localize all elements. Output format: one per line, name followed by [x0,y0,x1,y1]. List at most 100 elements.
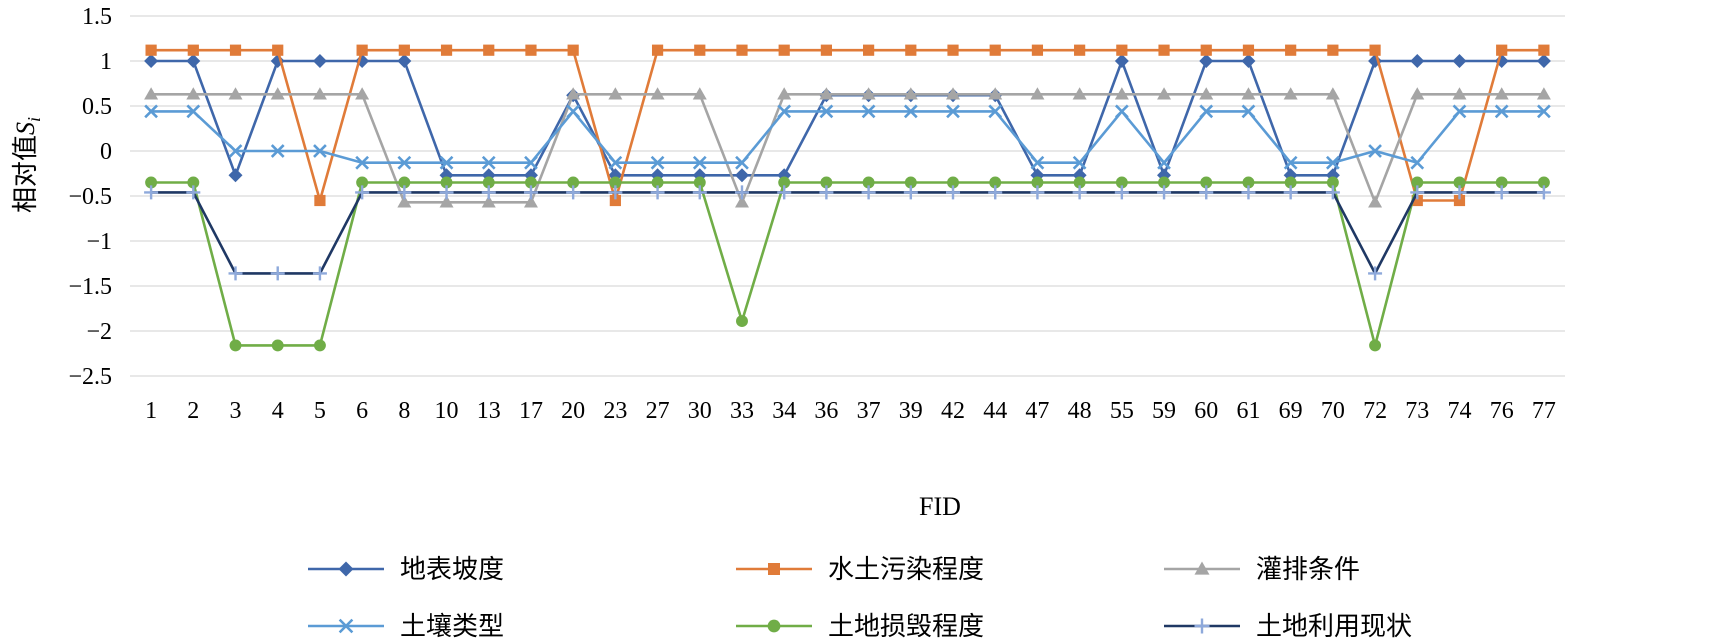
x-tick-label: 23 [603,398,627,424]
x-tick-label: 55 [1110,398,1134,424]
data-point [903,104,918,119]
data-point [1369,44,1381,56]
data-point [861,104,876,119]
data-point [1030,185,1045,200]
series-line [151,109,1544,165]
x-tick-label: 36 [814,398,838,424]
y-tick-label: −0.5 [68,184,112,210]
data-point [1200,44,1212,56]
data-point [1200,176,1213,189]
data-point [1072,185,1087,200]
data-point [820,44,832,56]
data-point [145,44,157,56]
gridlines [130,15,1565,377]
y-axis-title: 相对值Si [11,117,44,213]
data-point [523,185,538,200]
data-point [1241,104,1256,119]
data-point [525,176,537,189]
data-point [1241,185,1256,200]
data-point [1538,44,1550,56]
data-point [312,54,327,68]
data-point [1072,155,1087,170]
data-point [1242,44,1255,56]
data-point [609,176,622,189]
data-point [1368,144,1382,158]
data-point [356,44,368,56]
y-axis-title-symbol: S [11,122,40,135]
data-point [1496,44,1508,56]
data-point [186,185,201,200]
data-point [355,87,370,100]
data-point [186,87,201,100]
legend-label: 土壤类型 [400,612,504,642]
data-point [1114,185,1129,200]
data-point [145,176,158,189]
data-point [1031,176,1044,189]
data-point [187,44,199,56]
data-point [861,185,876,200]
data-point [481,155,496,170]
legend-item: 水土污染程度 [736,555,984,585]
data-point [1411,176,1424,189]
data-point [736,315,748,328]
data-point [481,185,496,200]
x-tick-label: 20 [561,398,585,424]
x-tick-label: 77 [1532,398,1556,424]
data-point [397,54,412,68]
data-point [567,44,579,56]
data-point [270,144,285,158]
data-point [228,144,243,158]
data-point [566,104,581,119]
data-point [144,54,159,68]
data-point [1158,176,1170,189]
data-point [819,87,834,100]
data-point [946,104,960,119]
data-point [1326,176,1339,189]
legend-marker [1194,618,1210,634]
data-point [1452,104,1467,119]
data-point [1536,185,1551,200]
data-point [734,168,749,183]
data-point [904,176,917,189]
data-point [398,176,411,189]
x-tick-label: 17 [519,398,543,424]
x-tick-label: 2 [187,398,199,424]
data-point [271,339,284,352]
data-point [1410,155,1425,170]
data-point [566,87,581,100]
series-2 [145,44,1550,207]
data-point [440,176,453,189]
data-point [608,155,623,170]
data-point [482,176,495,189]
data-point [736,44,748,56]
data-point [1074,44,1086,56]
data-point [651,176,664,189]
data-point [861,87,876,100]
data-point [270,87,285,100]
data-point [144,87,159,100]
data-point [1536,54,1551,68]
data-point [609,194,621,207]
data-point [439,195,454,208]
legend-item: 土地利用现状 [1164,612,1412,642]
data-point [777,185,792,200]
data-point [314,194,326,207]
data-point [1283,87,1298,100]
data-point [1114,54,1129,68]
data-point [903,87,918,100]
data-point [1325,87,1340,100]
data-point [1030,87,1045,100]
data-point [734,195,749,208]
data-point [1537,176,1550,189]
data-point [312,87,327,100]
data-point [819,104,834,119]
legend-label: 灌排条件 [1256,555,1360,585]
data-point [1368,266,1383,281]
data-point [1157,185,1172,200]
data-point [398,44,410,56]
data-point [228,266,243,281]
data-point [1494,104,1509,119]
data-point [820,176,833,189]
